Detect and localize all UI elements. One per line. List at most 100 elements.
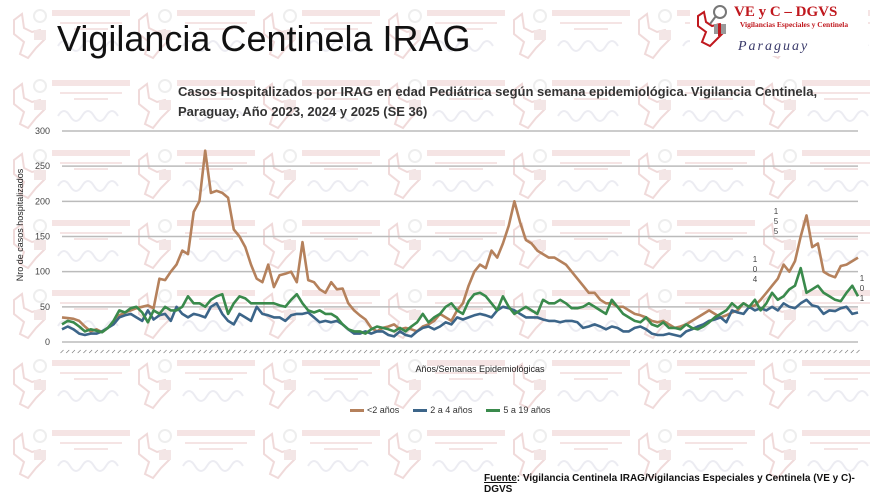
x-tick-mark <box>197 349 202 354</box>
x-tick-mark <box>272 349 276 354</box>
x-tick-mark <box>833 349 837 354</box>
x-tick-mark <box>323 349 328 354</box>
watermark-tile <box>763 429 870 480</box>
x-tick-mark <box>844 349 849 354</box>
x-tick-mark <box>77 349 81 354</box>
x-tick-mark <box>277 349 282 354</box>
x-tick-mark <box>638 349 643 354</box>
x-tick-mark <box>306 349 310 354</box>
x-tick-mark <box>254 349 259 354</box>
x-tick-mark <box>386 349 391 354</box>
x-tick-mark <box>541 349 545 354</box>
x-tick-mark <box>707 349 711 354</box>
x-tick-mark <box>816 349 820 354</box>
x-tick-mark <box>592 349 597 354</box>
watermark-tile <box>13 429 130 480</box>
x-tick-mark <box>764 349 769 354</box>
watermark-tile <box>13 79 130 130</box>
x-tick-mark <box>690 349 694 354</box>
x-tick-mark <box>713 349 717 354</box>
x-tick-mark <box>621 349 625 354</box>
x-tick-mark <box>426 349 431 354</box>
x-tick-mark <box>524 349 528 354</box>
x-tick-mark <box>209 349 213 354</box>
x-tick-mark <box>111 349 116 354</box>
x-tick-mark <box>461 349 465 354</box>
legend-label: 5 a 19 años <box>503 405 551 415</box>
watermark-tile <box>138 219 255 270</box>
x-tick-mark <box>850 349 854 354</box>
x-tick-mark <box>358 349 362 354</box>
x-tick-mark <box>673 349 677 354</box>
x-tick-mark <box>449 349 454 354</box>
legend-label: <2 años <box>367 405 400 415</box>
x-tick-mark <box>587 349 591 354</box>
x-tick-mark <box>203 349 207 354</box>
paraguay-map-icon <box>697 5 727 48</box>
watermark-tile <box>388 79 505 130</box>
x-axis-label: Años/Semanas Epidemiológicas <box>415 364 545 374</box>
watermark-tile <box>13 359 130 410</box>
logo-country: Paraguay <box>738 39 810 54</box>
x-tick-mark <box>547 349 551 354</box>
x-tick-mark <box>60 349 64 354</box>
watermark-tile <box>138 429 255 480</box>
watermark-tile <box>388 429 505 480</box>
watermark-tile <box>638 429 755 480</box>
x-tick-mark <box>329 349 333 354</box>
x-tick-mark <box>518 349 522 354</box>
x-tick-mark <box>632 349 637 354</box>
y-tick-label: 100 <box>35 267 50 277</box>
watermark-tile <box>138 359 255 410</box>
x-tick-mark <box>724 349 728 354</box>
x-tick-mark <box>174 349 179 354</box>
x-tick-mark <box>484 349 488 354</box>
x-tick-mark <box>403 349 408 354</box>
x-tick-mark <box>146 349 150 354</box>
x-tick-mark <box>140 349 144 354</box>
x-tick-mark <box>94 349 99 354</box>
watermark-tile <box>763 79 870 130</box>
legend-label: 2 a 4 años <box>430 405 473 415</box>
x-tick-mark <box>100 349 104 354</box>
x-tick-mark <box>129 349 133 354</box>
x-tick-mark <box>610 349 614 354</box>
x-tick-mark <box>232 349 236 354</box>
watermark-tile <box>638 359 755 410</box>
x-tick-mark <box>701 349 706 354</box>
dgvs-logo: VE y C – DGVS Vigilancias Especiales y C… <box>690 2 868 56</box>
x-tick-mark <box>317 349 322 354</box>
x-tick-mark <box>363 349 368 354</box>
x-tick-mark <box>575 349 580 354</box>
watermark-tile <box>763 359 870 410</box>
x-tick-mark <box>821 349 826 354</box>
x-tick-mark <box>506 349 511 354</box>
x-tick-mark <box>489 349 494 354</box>
watermark-tile <box>638 79 755 130</box>
watermark-tile <box>138 9 255 60</box>
series-line-under-2 <box>61 149 859 334</box>
watermark-tile <box>13 9 130 60</box>
x-tick-mark <box>598 349 603 354</box>
x-tick-mark <box>180 349 184 354</box>
x-tick-mark <box>695 349 700 354</box>
x-tick-mark <box>558 349 562 354</box>
y-tick-label: 200 <box>35 196 50 206</box>
y-tick-label: 150 <box>35 232 50 242</box>
watermark-tile <box>388 9 505 60</box>
x-tick-mark <box>535 349 540 354</box>
watermark-tile <box>263 219 380 270</box>
legend-swatch <box>486 409 501 413</box>
watermark-tile <box>13 219 130 270</box>
x-tick-mark <box>781 349 786 354</box>
y-tick-label: 50 <box>40 302 50 312</box>
x-tick-mark <box>667 349 671 354</box>
x-tick-mark <box>123 349 127 354</box>
x-tick-mark <box>856 349 860 354</box>
x-tick-mark <box>730 349 734 354</box>
x-tick-mark <box>398 349 402 354</box>
x-tick-mark <box>392 349 396 354</box>
x-tick-mark <box>581 349 585 354</box>
